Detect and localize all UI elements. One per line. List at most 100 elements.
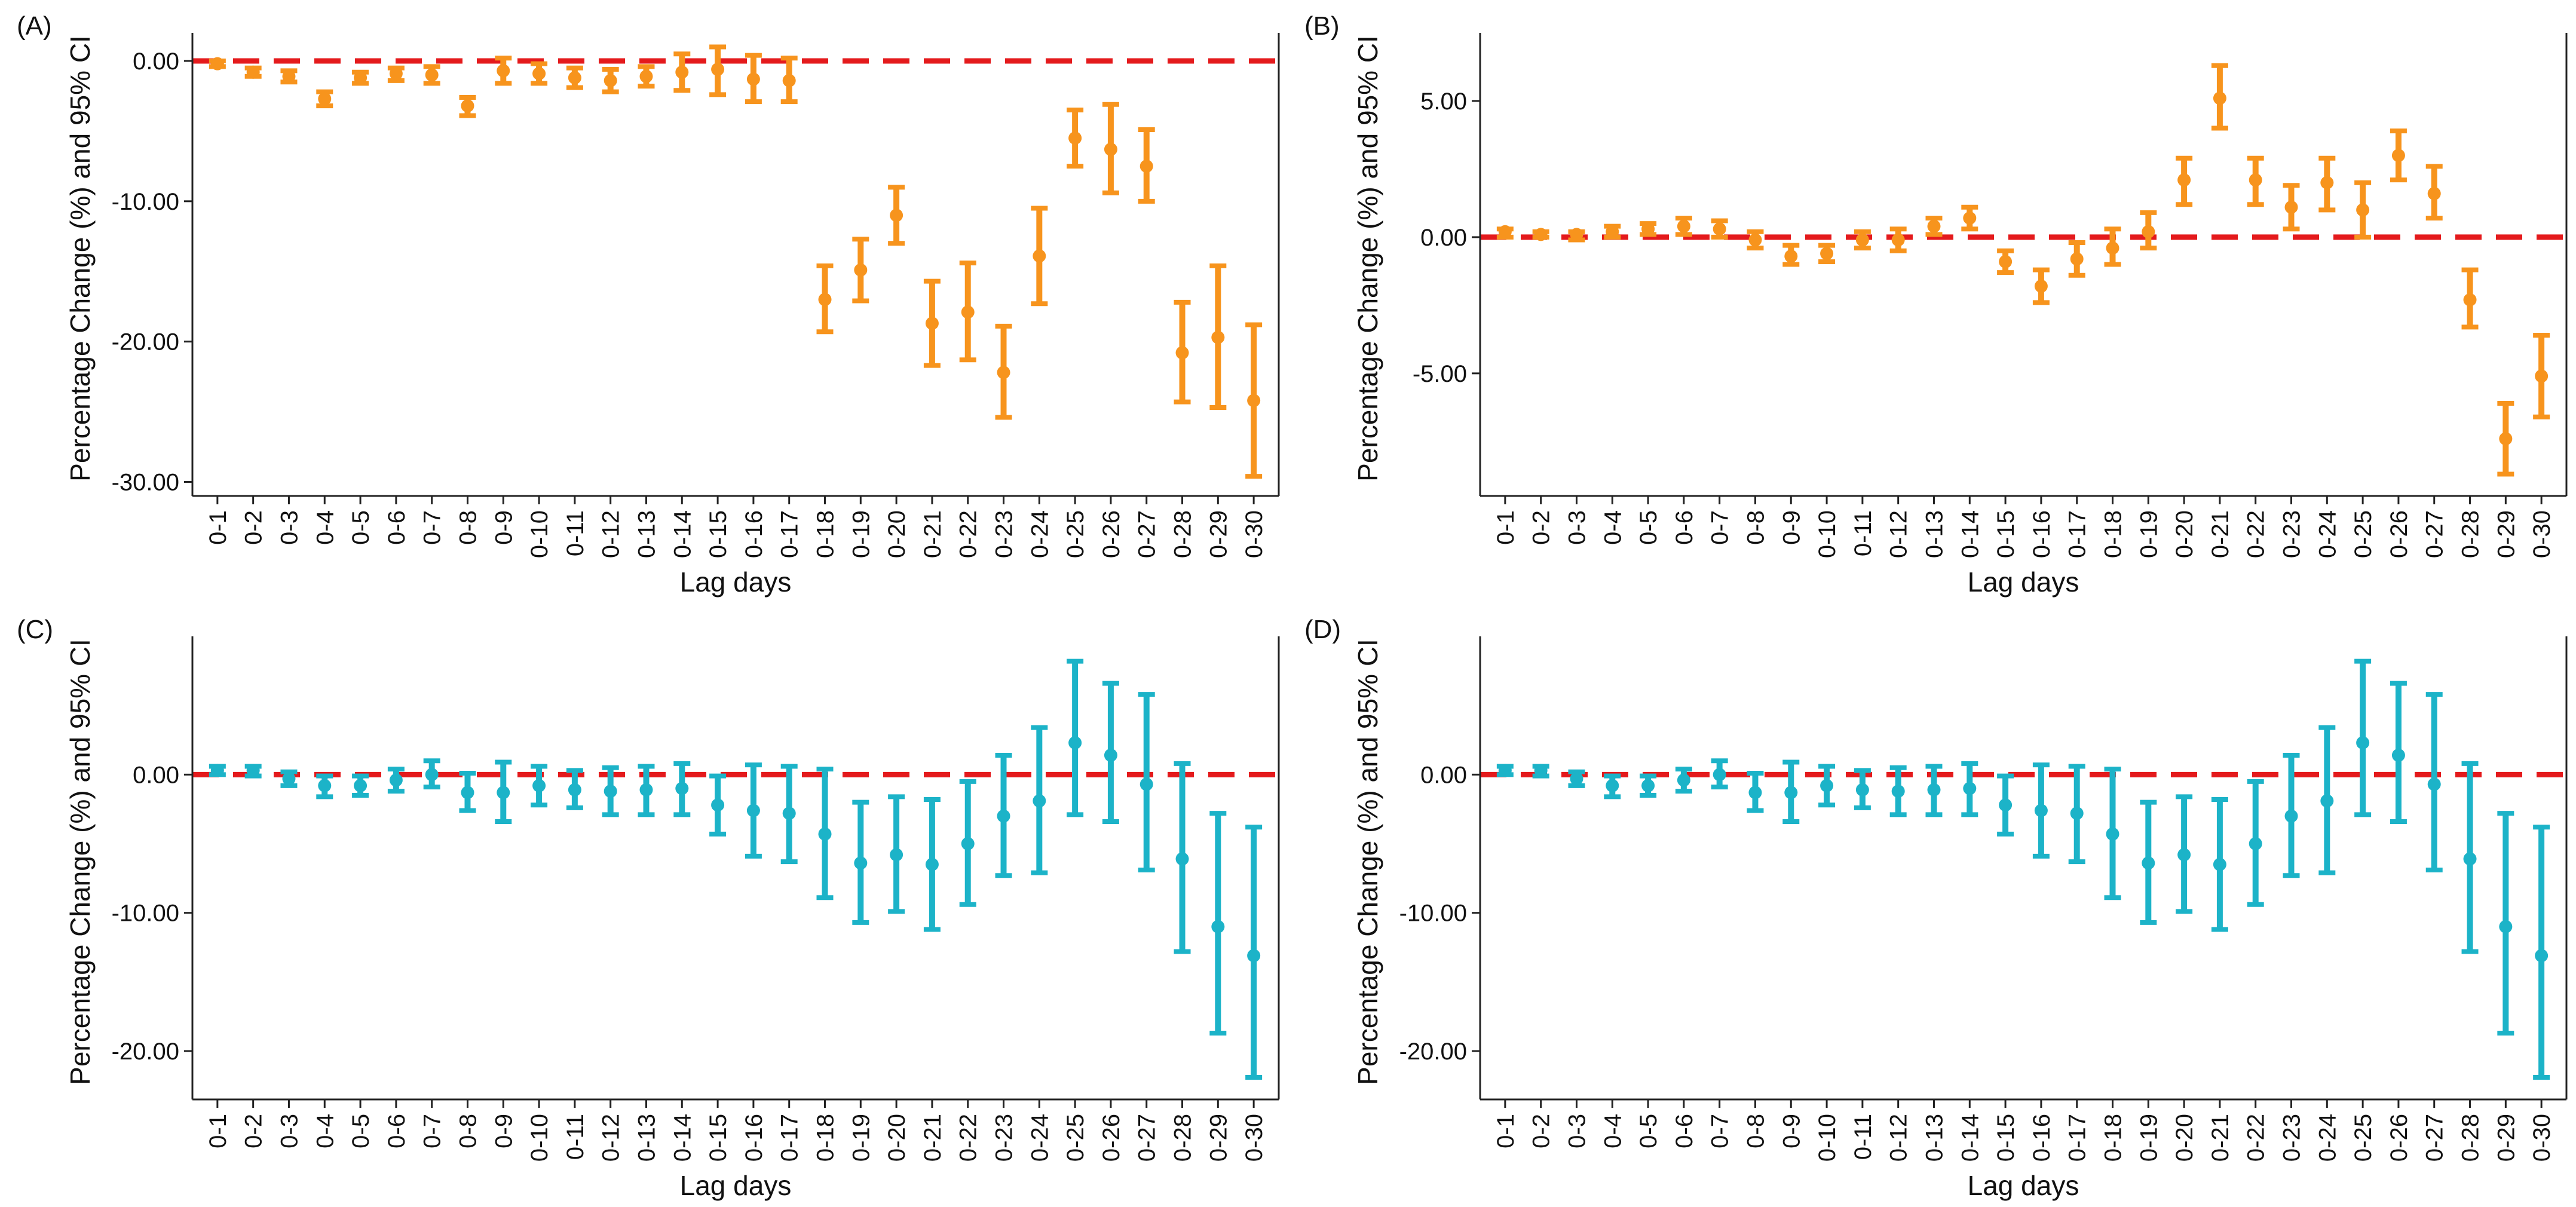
estimate-point — [2034, 279, 2048, 293]
x-tick-label: 0-22 — [955, 1114, 982, 1162]
estimate-point — [2249, 837, 2262, 851]
x-tick-label: 0-16 — [741, 510, 767, 558]
estimate-point — [2070, 252, 2084, 266]
estimate-point — [2427, 186, 2441, 200]
x-tick-label: 0-18 — [2100, 1114, 2127, 1162]
estimate-point — [1211, 330, 1225, 344]
x-tick-label: 0-21 — [920, 510, 946, 558]
estimate-point — [246, 764, 260, 777]
estimate-point — [854, 263, 868, 277]
x-tick-label: 0-30 — [1241, 510, 1267, 558]
error-bar — [602, 765, 619, 817]
estimate-point — [961, 837, 975, 851]
estimate-point — [925, 857, 939, 871]
estimate-point — [282, 772, 296, 786]
y-tick-label: -30.00 — [112, 470, 179, 496]
error-bar — [387, 767, 405, 794]
x-tick-label: 0-14 — [669, 1114, 696, 1162]
x-tick-label: 0-19 — [2136, 510, 2162, 558]
estimate-point — [2463, 293, 2477, 307]
error-bar — [816, 263, 834, 335]
x-tick-label: 0-1 — [205, 1114, 231, 1148]
error-bar — [280, 769, 298, 788]
x-tick-label: 0-11 — [562, 1114, 589, 1160]
x-tick-label: 0-9 — [1778, 510, 1805, 545]
error-bar — [1675, 216, 1692, 237]
x-tick-label: 0-1 — [1493, 1114, 1519, 1148]
x-tick-label: 0-5 — [1635, 1114, 1662, 1148]
estimate-point — [711, 63, 725, 76]
x-tick-label: 0-4 — [1600, 510, 1626, 545]
estimate-point — [675, 782, 689, 795]
x-tick-label: 0-20 — [2171, 1114, 2198, 1162]
estimate-point — [890, 848, 903, 862]
estimate-point — [2535, 369, 2549, 383]
x-tick-label: 0-20 — [884, 1114, 910, 1162]
x-tick-label: 0-7 — [419, 510, 446, 545]
estimate-point — [1606, 779, 1619, 792]
error-bar — [1961, 761, 1978, 817]
error-bar — [1640, 773, 1657, 798]
estimate-point — [1748, 233, 1762, 247]
error-bar — [2211, 797, 2228, 932]
estimate-point — [675, 65, 689, 79]
error-bar — [316, 89, 333, 109]
error-bar — [923, 797, 941, 932]
panel-a: (A) 0.00 -10.00 -20.00 -30.00 0-1 0-2 0-3 0-4 0-5… — [17, 11, 1280, 598]
x-tick-label: 0-1 — [1493, 510, 1519, 545]
x-tick-label: 0-24 — [2314, 510, 2341, 558]
error-bar — [2318, 155, 2336, 213]
estimate-point — [1534, 228, 1548, 241]
y-axis-title: Percentage Change (%) and 95% CI — [65, 35, 96, 482]
x-tick-label: 0-19 — [848, 1114, 874, 1162]
x-tick-label: 0-13 — [633, 1114, 660, 1162]
x-tick-label: 0-15 — [705, 1114, 731, 1162]
estimate-point — [2249, 173, 2262, 187]
x-tick-label: 0-6 — [1671, 510, 1698, 545]
x-tick-label: 0-5 — [1635, 510, 1662, 545]
error-bar — [1925, 764, 1943, 817]
error-bar — [352, 773, 369, 798]
x-tick-label: 0-24 — [1027, 510, 1053, 558]
error-bar — [2032, 762, 2050, 859]
x-tick-label: 0-25 — [1062, 510, 1089, 558]
x-tick-label: 0-21 — [2207, 510, 2234, 558]
estimate-point — [2320, 176, 2334, 189]
x-tick-label: 0-17 — [777, 510, 803, 558]
estimate-point — [782, 807, 796, 820]
estimate-point — [2320, 794, 2334, 808]
error-bar — [709, 44, 727, 97]
estimate-point — [461, 786, 474, 799]
estimate-point — [354, 779, 367, 792]
error-bar — [1031, 725, 1048, 875]
estimate-point — [1534, 764, 1548, 777]
estimate-point — [1641, 779, 1655, 792]
error-bar — [2140, 799, 2157, 925]
error-bar — [352, 69, 369, 86]
estimate-point — [1641, 222, 1655, 236]
error-bar — [1209, 263, 1227, 410]
x-tick-label: 0-26 — [2386, 510, 2412, 558]
y-tick-label: -10.00 — [112, 900, 179, 927]
x-tick-label: 0-11 — [1850, 510, 1876, 556]
error-bar — [709, 773, 727, 837]
error-bar — [2104, 767, 2121, 900]
error-bar — [1174, 299, 1191, 405]
estimate-point — [389, 67, 403, 81]
estimate-point — [2391, 149, 2405, 163]
estimate-point — [604, 73, 617, 87]
estimate-point — [2177, 848, 2191, 862]
x-tick-label: 0-6 — [1671, 1114, 1698, 1148]
x-tick-label: 0-24 — [2314, 1114, 2341, 1162]
x-tick-label: 0-28 — [1170, 1114, 1196, 1162]
estimate-point — [282, 69, 296, 83]
error-bar — [2497, 811, 2514, 1036]
x-tick-label: 0-10 — [1814, 1114, 1840, 1162]
error-bar — [244, 764, 262, 779]
x-tick-label: 0-13 — [633, 510, 660, 558]
error-bar — [995, 752, 1012, 878]
error-bar — [2176, 794, 2193, 914]
x-tick-label: 0-10 — [1814, 510, 1840, 558]
estimate-point — [2070, 807, 2084, 820]
estimate-point — [1175, 852, 1189, 866]
